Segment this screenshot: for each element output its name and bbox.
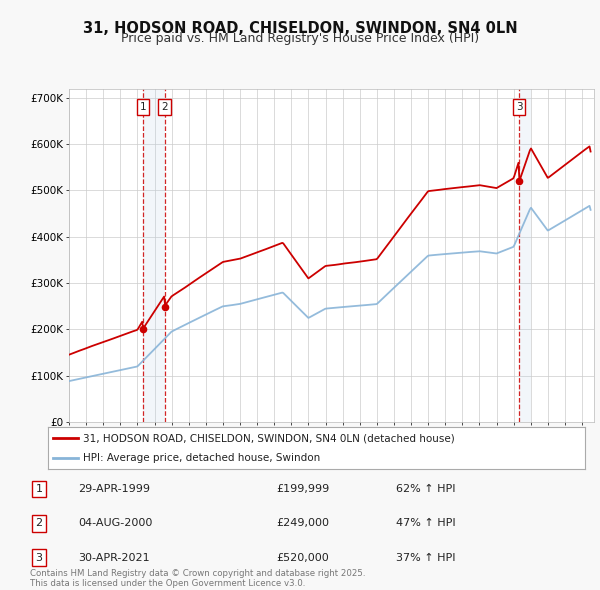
Text: 37% ↑ HPI: 37% ↑ HPI xyxy=(396,553,455,562)
Text: HPI: Average price, detached house, Swindon: HPI: Average price, detached house, Swin… xyxy=(83,453,320,463)
Text: Contains HM Land Registry data © Crown copyright and database right 2025.
This d: Contains HM Land Registry data © Crown c… xyxy=(30,569,365,588)
Text: £199,999: £199,999 xyxy=(276,484,329,494)
Text: 2: 2 xyxy=(35,519,43,528)
Text: £249,000: £249,000 xyxy=(276,519,329,528)
Text: 04-AUG-2000: 04-AUG-2000 xyxy=(78,519,152,528)
Bar xyxy=(519,88,531,422)
Text: 31, HODSON ROAD, CHISELDON, SWINDON, SN4 0LN: 31, HODSON ROAD, CHISELDON, SWINDON, SN4… xyxy=(83,21,517,35)
Text: 2: 2 xyxy=(161,102,168,112)
Text: 30-APR-2021: 30-APR-2021 xyxy=(78,553,149,562)
Text: 62% ↑ HPI: 62% ↑ HPI xyxy=(396,484,455,494)
Text: 1: 1 xyxy=(140,102,146,112)
Text: 1: 1 xyxy=(35,484,43,494)
Text: 47% ↑ HPI: 47% ↑ HPI xyxy=(396,519,455,528)
Text: 29-APR-1999: 29-APR-1999 xyxy=(78,484,150,494)
Bar xyxy=(143,88,164,422)
Text: Price paid vs. HM Land Registry's House Price Index (HPI): Price paid vs. HM Land Registry's House … xyxy=(121,32,479,45)
Text: 3: 3 xyxy=(516,102,523,112)
Text: 31, HODSON ROAD, CHISELDON, SWINDON, SN4 0LN (detached house): 31, HODSON ROAD, CHISELDON, SWINDON, SN4… xyxy=(83,433,455,443)
Text: £520,000: £520,000 xyxy=(276,553,329,562)
Text: 3: 3 xyxy=(35,553,43,562)
